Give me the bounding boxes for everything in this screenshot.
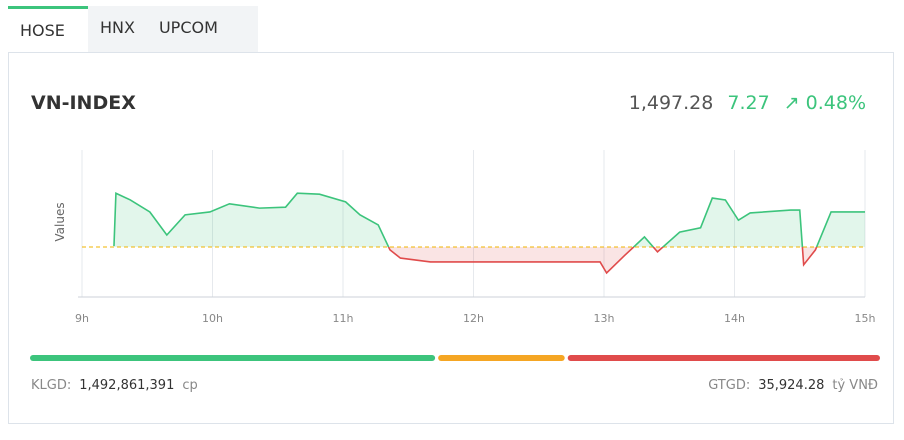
breadth-bar xyxy=(438,355,565,361)
trade-value: GTGD: 35,924.28 tỷ VNĐ xyxy=(708,378,878,393)
x-tick-label: 11h xyxy=(333,312,354,325)
quote: 1,497.28 7.27 ↗ 0.48% xyxy=(629,92,866,114)
x-tick-label: 9h xyxy=(75,312,89,325)
x-tick-label: 13h xyxy=(594,312,615,325)
y-axis-label: Values xyxy=(53,202,67,241)
breadth-bar xyxy=(30,355,436,361)
card xyxy=(8,52,894,424)
area-down xyxy=(388,246,817,273)
index-change: 7.27 xyxy=(727,92,770,114)
volume-unit: cp xyxy=(182,378,198,393)
x-tick-label: 15h xyxy=(855,312,876,325)
area-up xyxy=(113,193,865,247)
index-value: 1,497.28 xyxy=(628,92,714,114)
breadth-bar xyxy=(567,355,880,361)
tab[interactable]: UPCOM xyxy=(158,18,218,37)
line-up xyxy=(113,191,865,247)
volume: KLGD: 1,492,861,391 cp xyxy=(31,378,198,393)
volume-value: 1,492,861,391 xyxy=(79,378,175,393)
tab[interactable]: HOSE xyxy=(8,6,88,52)
x-tick-label: 14h xyxy=(724,312,745,325)
x-tick-label: 12h xyxy=(463,312,484,325)
percent-text: 0.48% xyxy=(805,92,866,114)
x-tick-label: 10h xyxy=(202,312,223,325)
tab[interactable]: HNX xyxy=(100,18,135,37)
index-change-percent: ↗ 0.48% xyxy=(784,92,866,114)
value-label: GTGD: xyxy=(708,378,751,393)
line-down xyxy=(387,246,818,275)
tab-bar: HOSE HNX UPCOM xyxy=(8,6,258,52)
volume-label: KLGD: xyxy=(31,378,72,393)
value-amount: 35,924.28 xyxy=(758,378,825,393)
index-title: VN-INDEX xyxy=(31,92,136,114)
arrow-icon: ↗ xyxy=(783,92,806,114)
value-unit: tỷ VNĐ xyxy=(832,378,878,393)
